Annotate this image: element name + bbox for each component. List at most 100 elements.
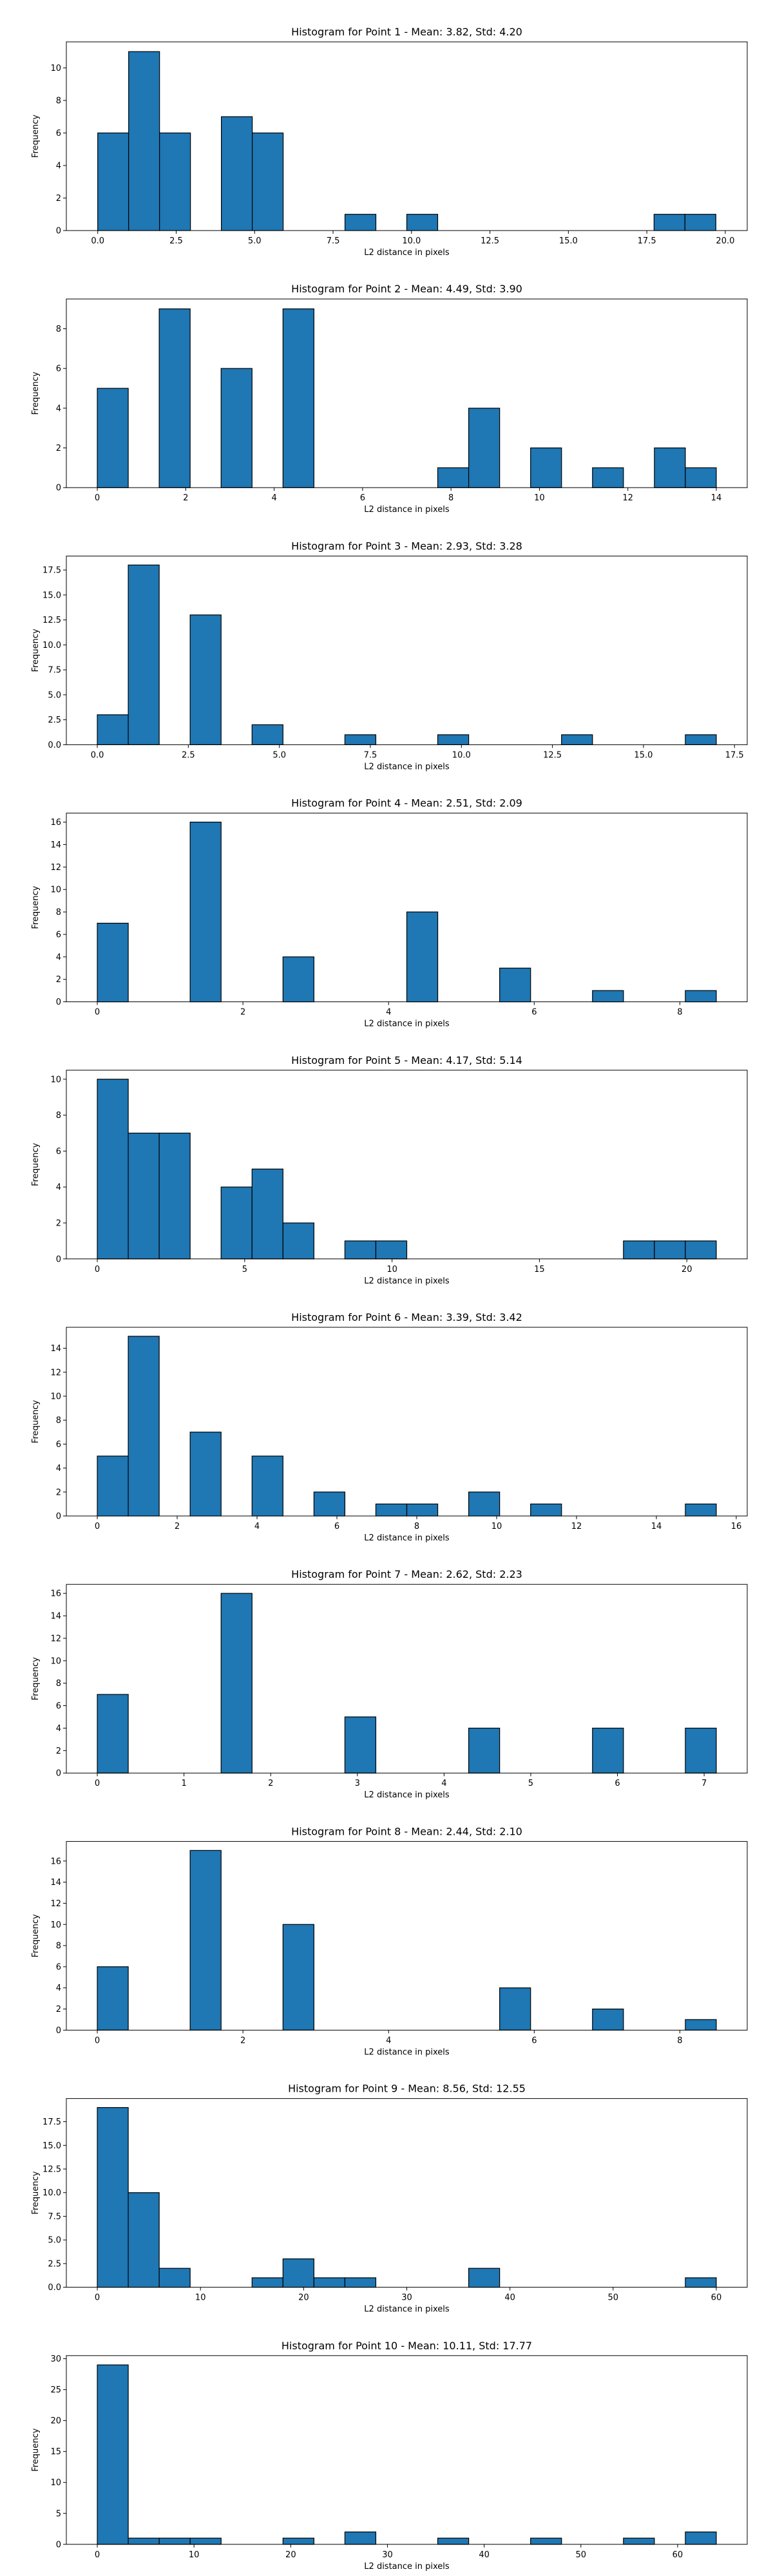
y-tick-label: 4	[56, 1984, 61, 1993]
y-tick-label: 2	[56, 1747, 61, 1756]
x-tick-label: 0	[95, 2036, 100, 2045]
x-tick-label: 0.0	[91, 750, 104, 760]
y-tick-label: 14	[50, 1344, 61, 1354]
x-tick-label: 14	[651, 1522, 662, 1531]
x-tick-label: 8	[448, 493, 453, 503]
histogram-panel-3: Histogram for Point 3 - Mean: 2.93, Std:…	[31, 540, 748, 772]
histogram-bar	[97, 2364, 129, 2545]
x-tick-label: 0	[95, 1522, 100, 1531]
y-axis-label: Frequency	[31, 372, 41, 415]
histogram-bar	[344, 1240, 377, 1260]
histogram-bar	[220, 1593, 253, 1774]
histogram-bar	[530, 2537, 562, 2545]
y-tick-label: 10	[50, 1392, 61, 1401]
x-tick-label: 10	[491, 1522, 502, 1531]
y-tick-label: 0	[56, 2026, 61, 2036]
y-tick-label: 2	[56, 1488, 61, 1497]
histogram-bar	[530, 1503, 562, 1517]
histogram-bar	[685, 2019, 717, 2031]
x-tick-label: 8	[677, 2036, 682, 2045]
y-tick-label: 6	[56, 365, 61, 374]
histogram-bar	[282, 1924, 314, 2031]
y-tick-label: 16	[50, 1589, 61, 1599]
axes-frame	[66, 298, 748, 488]
chart-title: Histogram for Point 1 - Mean: 3.82, Std:…	[291, 26, 522, 38]
x-tick-label: 4	[386, 2036, 391, 2045]
histogram-bar	[97, 1966, 129, 2031]
histogram-bar	[685, 990, 717, 1003]
histogram-bar	[437, 467, 470, 488]
x-tick-label: 10	[386, 1265, 397, 1274]
histogram-bar	[97, 1079, 129, 1260]
histogram-bar	[437, 2537, 470, 2545]
histogram-bar	[220, 1186, 253, 1260]
x-tick-label: 10.0	[452, 750, 471, 760]
y-tick-label: 5.0	[48, 690, 61, 700]
x-tick-label: 60	[673, 2550, 683, 2560]
x-axis-label: L2 distance in pixels	[364, 1790, 450, 1800]
histogram-bar	[468, 1727, 501, 1774]
y-tick-label: 2	[56, 444, 61, 453]
y-tick-label: 4	[56, 1464, 61, 1473]
x-tick-label: 4	[254, 1522, 260, 1531]
y-tick-label: 0	[56, 998, 61, 1007]
histogram-bar	[344, 2277, 377, 2288]
y-tick-label: 14	[50, 1878, 61, 1888]
x-axis-label: L2 distance in pixels	[364, 1276, 450, 1286]
x-tick-label: 20	[285, 2550, 296, 2560]
histogram-bar	[561, 734, 593, 745]
histogram-bar	[313, 1492, 346, 1517]
axes-frame	[66, 41, 748, 231]
y-tick-label: 10.0	[43, 2188, 61, 2198]
x-axis-label: L2 distance in pixels	[364, 1019, 450, 1029]
histogram-bar	[158, 2537, 191, 2545]
y-tick-label: 0	[56, 227, 61, 236]
y-tick-label: 12	[50, 1634, 61, 1643]
y-tick-label: 12.5	[43, 2165, 61, 2175]
x-tick-label: 0	[95, 1265, 100, 1274]
y-tick-label: 14	[50, 840, 61, 850]
x-tick-label: 10	[534, 493, 545, 503]
histogram-bar	[313, 2277, 346, 2288]
x-tick-label: 4	[271, 493, 276, 503]
y-tick-label: 12.5	[43, 616, 61, 625]
x-tick-label: 12	[571, 1522, 582, 1531]
y-tick-label: 2.5	[48, 715, 61, 725]
x-tick-label: 4	[441, 1779, 446, 1788]
histogram-bar	[344, 734, 377, 745]
x-axis-label: L2 distance in pixels	[364, 505, 450, 515]
chart-title: Histogram for Point 3 - Mean: 2.93, Std:…	[291, 540, 522, 552]
x-tick-label: 20	[298, 2293, 309, 2303]
x-tick-label: 20.0	[716, 236, 734, 246]
y-tick-label: 10	[50, 1920, 61, 1930]
y-axis-label: Frequency	[31, 1914, 41, 1957]
histogram-bar	[97, 388, 129, 488]
chart-title: Histogram for Point 9 - Mean: 8.56, Std:…	[288, 2083, 526, 2095]
x-tick-label: 8	[414, 1522, 419, 1531]
histogram-bar	[97, 1694, 129, 1774]
histogram-panel-9: Histogram for Point 9 - Mean: 8.56, Std:…	[31, 2083, 748, 2315]
histogram-bar	[437, 734, 470, 745]
x-tick-label: 2	[183, 493, 188, 503]
x-axis-label: L2 distance in pixels	[364, 1533, 450, 1543]
y-tick-label: 2	[56, 1218, 61, 1228]
x-tick-label: 40	[504, 2293, 515, 2303]
histogram-bar	[623, 2537, 655, 2545]
y-tick-label: 10	[50, 64, 61, 73]
histogram-panel-7: Histogram for Point 7 - Mean: 2.62, Std:…	[31, 1568, 748, 1800]
x-tick-label: 0	[95, 1779, 100, 1788]
histogram-bar	[189, 1850, 222, 2031]
x-axis-label: L2 distance in pixels	[364, 2562, 450, 2571]
y-axis-label: Frequency	[31, 115, 41, 158]
histogram-bar	[499, 967, 531, 1003]
histogram-panel-6: Histogram for Point 6 - Mean: 3.39, Std:…	[31, 1311, 748, 1543]
x-tick-label: 7.5	[364, 750, 377, 760]
histogram-bar	[128, 1132, 160, 1260]
histogram-bar	[97, 1455, 129, 1517]
histogram-bar	[406, 911, 439, 1003]
y-tick-label: 12	[50, 863, 61, 873]
x-tick-label: 6	[360, 493, 365, 503]
y-tick-label: 15	[50, 2447, 61, 2457]
y-tick-label: 2	[56, 2005, 61, 2014]
y-axis-label: Frequency	[31, 886, 41, 929]
